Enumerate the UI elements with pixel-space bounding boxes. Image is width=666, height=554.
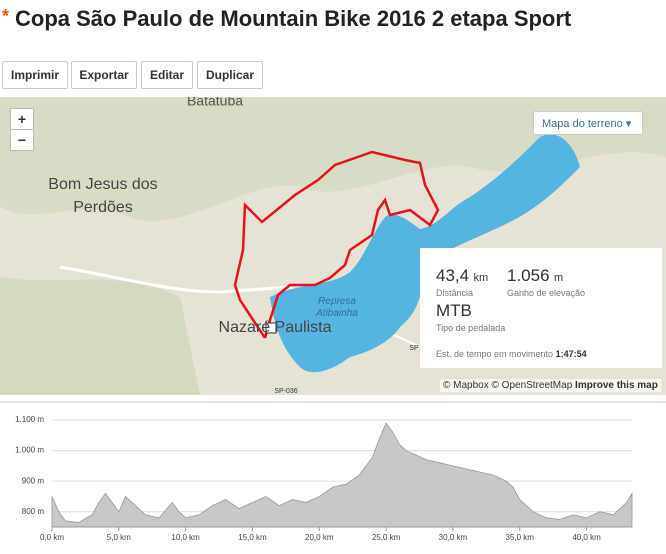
moving-time: 1:47:54 — [555, 349, 587, 359]
stat-label: Est. de tempo em movimento 1:47:54 — [436, 349, 587, 359]
stat-label: Tipo de pedalada — [436, 323, 506, 333]
y-tick-label: 800 m — [22, 507, 45, 516]
x-tick-label: 0,0 km — [40, 533, 64, 542]
terrain — [0, 97, 666, 222]
attribution-link[interactable]: © OpenStreetMap — [491, 380, 573, 391]
map[interactable]: Batatuba Bom Jesus dos Perdões Nazaré Pa… — [0, 97, 666, 395]
layer-dropdown[interactable]: Mapa do terreno ▾ — [533, 111, 643, 135]
stat-unit: km — [473, 272, 489, 284]
attribution-link[interactable]: Improve this map — [575, 380, 658, 391]
page-title: * Copa São Paulo de Mountain Bike 2016 2 … — [2, 6, 571, 32]
button[interactable]: Duplicar — [197, 61, 263, 89]
water — [317, 284, 366, 366]
stat-label: Ganho de elevação — [507, 288, 586, 298]
y-tick-label: 1.100 m — [15, 415, 44, 424]
route — [233, 150, 440, 339]
y-tick-label: 900 m — [22, 476, 45, 485]
star: * — [2, 6, 10, 26]
road-label: SP — [409, 345, 419, 352]
button[interactable]: Editar — [141, 61, 193, 89]
x-tick-label: 15,0 km — [238, 533, 267, 542]
road-label: SP-036 — [274, 388, 297, 395]
place-label: Nazaré Paulista — [219, 319, 332, 336]
button[interactable]: Imprimir — [2, 61, 68, 89]
finish-marker — [265, 322, 277, 334]
title-text: Copa São Paulo de Mountain Bike 2016 2 e… — [15, 6, 572, 31]
place-label: Perdões — [73, 199, 133, 216]
stat-value: 43,4 — [436, 266, 470, 285]
attribution-link[interactable]: © Mapbox — [443, 380, 489, 391]
x-tick-label: 30,0 km — [439, 533, 468, 542]
x-tick-label: 20,0 km — [305, 533, 334, 542]
water-label: Atibainha — [315, 308, 358, 319]
x-tick-label: 25,0 km — [372, 533, 401, 542]
moving-time-label: Est. de tempo em movimento — [436, 349, 554, 359]
water-label: Represa — [318, 296, 356, 307]
stat-value: 1.056 — [507, 266, 550, 285]
y-tick-label: 1.000 m — [15, 446, 44, 455]
x-tick-label: 10,0 km — [171, 533, 200, 542]
button[interactable]: Exportar — [71, 61, 137, 89]
attribution: © Mapbox © OpenStreetMap Improve this ma… — [440, 379, 661, 392]
stats-card: 43,4 km Distância 1.056 m Ganho de eleva… — [420, 248, 662, 368]
zoom-out[interactable]: − — [10, 129, 34, 151]
stat-unit: m — [554, 272, 564, 284]
x-tick-label: 35,0 km — [506, 533, 535, 542]
zoom-in[interactable]: + — [10, 108, 34, 130]
road — [59, 265, 291, 294]
x-tick-label: 5,0 km — [107, 533, 131, 542]
elevation-area — [51, 422, 633, 528]
stat-label: Distância — [436, 288, 474, 298]
stat-value: MTB — [436, 301, 472, 320]
place-label: Bom Jesus dos — [48, 176, 157, 193]
terrain — [0, 277, 200, 395]
place-label: Batatuba — [187, 97, 243, 109]
x-tick-label: 40,0 km — [572, 533, 601, 542]
elevation-chart: 800 m 900 m 1.000 m 1.100 m 0,0 km 5,0 km 10,0… — [0, 401, 666, 542]
layer-label: Mapa do terreno — [542, 118, 623, 130]
